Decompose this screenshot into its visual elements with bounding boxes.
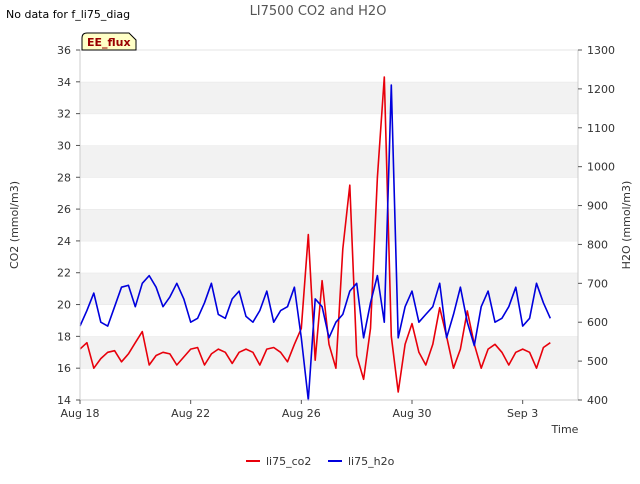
legend-label-h2o: li75_h2o: [348, 455, 395, 468]
grid-band: [80, 50, 578, 82]
x-tick-label: Aug 30: [393, 407, 432, 420]
y-right-tick-label: 1200: [587, 83, 615, 96]
grid-band: [80, 368, 578, 400]
x-axis-title: Time: [551, 423, 579, 436]
grid-band: [80, 240, 578, 273]
y-left-tick-label: 22: [57, 267, 71, 280]
badge-label: EE_flux: [87, 36, 131, 49]
y-left-tick-label: 20: [57, 299, 71, 312]
y-right-tick-label: 400: [587, 394, 608, 407]
y-left-tick-label: 26: [57, 203, 71, 216]
series-line-li75_co2: [79, 76, 551, 393]
chart-title: LI7500 CO2 and H2O: [250, 4, 387, 19]
grid-band: [80, 272, 578, 305]
y-left-tick-label: 14: [57, 394, 71, 407]
status-note: No data for f_li75_diag: [6, 8, 130, 21]
x-tick-label: Aug 18: [61, 407, 100, 420]
y-right-axis-title: H2O (mmol/m3): [620, 181, 633, 270]
y-right-tick-label: 1300: [587, 44, 615, 57]
y-right-tick-label: 600: [587, 316, 608, 329]
grid-band: [80, 81, 578, 114]
y-right-tick-label: 1000: [587, 161, 615, 174]
y-right-tick-label: 700: [587, 277, 608, 290]
y-left-tick-label: 34: [57, 76, 71, 89]
x-tick-label: Sep 3: [507, 407, 538, 420]
legend-label-co2: li75_co2: [266, 455, 311, 468]
series-line-li75_h2o: [79, 84, 552, 401]
y-left-tick-label: 28: [57, 171, 71, 184]
y-right-tick-label: 500: [587, 355, 608, 368]
y-left-tick-label: 16: [57, 362, 71, 375]
y-left-tick-label: 32: [57, 108, 71, 121]
y-left-axis-title: CO2 (mmol/m3): [8, 181, 21, 269]
y-left-tick-label: 24: [57, 235, 71, 248]
x-tick-label: Aug 22: [171, 407, 210, 420]
grid-band: [80, 145, 578, 178]
badge: EE_flux: [81, 32, 137, 51]
series-layer: [79, 76, 552, 401]
axes-layer: 14 16 18 20 22 24 26 28 30 32 34 36 400 500 600 700 800 9…: [57, 44, 615, 420]
grid-band: [80, 209, 578, 241]
y-left-tick-label: 36: [57, 44, 71, 57]
gridline-bands: [80, 49, 578, 400]
y-right-tick-label: 900: [587, 200, 608, 213]
grid-band: [80, 304, 578, 337]
y-right-tick-label: 800: [587, 238, 608, 251]
y-left-tick-label: 18: [57, 330, 71, 343]
badge-background: [81, 32, 137, 51]
grid-band: [80, 113, 578, 146]
legend: li75_co2 li75_h2o: [246, 455, 395, 468]
y-right-tick-label: 1100: [587, 122, 615, 135]
y-left-tick-label: 30: [57, 139, 71, 152]
grid-band: [80, 177, 578, 210]
x-tick-label: Aug 26: [282, 407, 321, 420]
